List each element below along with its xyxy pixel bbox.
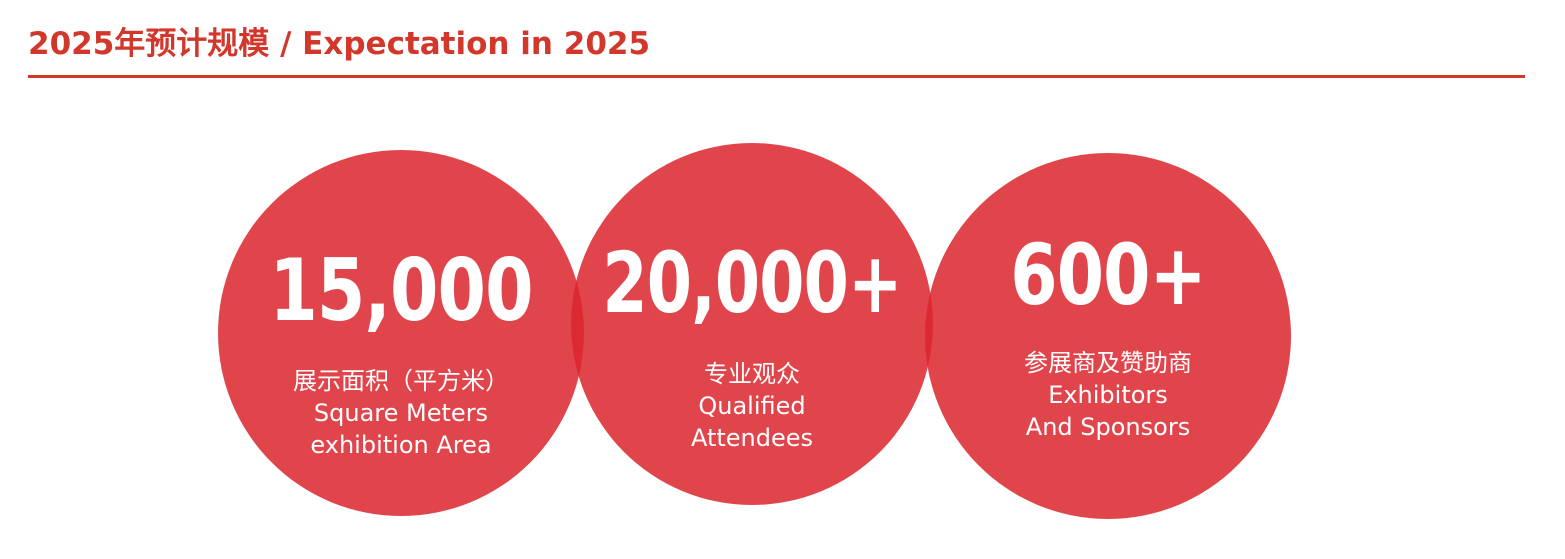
stat-label-en-line1: Exhibitors: [1048, 381, 1168, 409]
stat-circle-exhibitors: 600+ 参展商及赞助商 Exhibitors And Sponsors: [925, 153, 1291, 519]
stat-label: 专业观众 Qualified Attendees: [571, 358, 933, 454]
stat-label-en-line2: And Sponsors: [1025, 413, 1191, 441]
stat-value: 600+: [1010, 226, 1206, 324]
page-title: 2025年预计规模 / Expectation in 2025: [28, 26, 651, 62]
title-divider: [28, 75, 1525, 78]
stat-label-en-line1: Qualified: [698, 392, 806, 420]
stat-value: 15,000: [269, 241, 533, 341]
stat-label-cn: 专业观众: [704, 360, 800, 388]
stat-label-en-line1: Square Meters: [313, 399, 489, 427]
stat-value: 20,000+: [602, 234, 902, 332]
stat-label-cn: 参展商及赞助商: [1024, 349, 1192, 377]
stat-label-en-line2: exhibition Area: [310, 431, 492, 459]
stat-label: 参展商及赞助商 Exhibitors And Sponsors: [925, 347, 1291, 443]
stat-label-cn: 展示面积（平方米）: [293, 367, 509, 395]
stat-circle-attendees: 20,000+ 专业观众 Qualified Attendees: [571, 143, 933, 505]
stat-label-en-line2: Attendees: [690, 424, 814, 452]
stat-label: 展示面积（平方米） Square Meters exhibition Area: [218, 365, 584, 461]
stat-circle-exhibition-area: 15,000 展示面积（平方米） Square Meters exhibitio…: [218, 150, 584, 516]
